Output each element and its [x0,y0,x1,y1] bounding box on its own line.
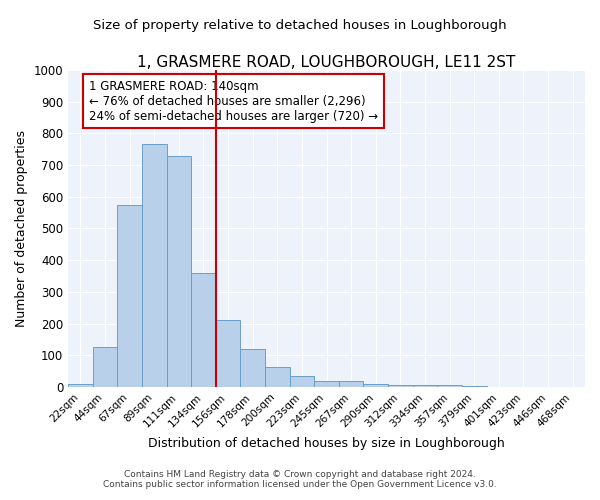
Bar [167,156,191,387]
Bar [68,384,92,387]
Bar [339,380,364,387]
Bar [437,384,462,387]
Bar [388,384,413,387]
Bar [413,384,437,387]
Bar [117,204,142,387]
Bar [92,346,117,387]
Text: Size of property relative to detached houses in Loughborough: Size of property relative to detached ho… [93,20,507,32]
Bar [462,386,487,387]
Bar [265,368,290,387]
Bar [142,144,167,387]
X-axis label: Distribution of detached houses by size in Loughborough: Distribution of detached houses by size … [148,437,505,450]
Bar [290,376,314,387]
Text: 1 GRASMERE ROAD: 140sqm
← 76% of detached houses are smaller (2,296)
24% of semi: 1 GRASMERE ROAD: 140sqm ← 76% of detache… [89,80,378,122]
Bar [241,349,265,387]
Title: 1, GRASMERE ROAD, LOUGHBOROUGH, LE11 2ST: 1, GRASMERE ROAD, LOUGHBOROUGH, LE11 2ST [137,55,516,70]
Y-axis label: Number of detached properties: Number of detached properties [15,130,28,327]
Bar [314,380,339,387]
Bar [191,273,216,387]
Text: Contains HM Land Registry data © Crown copyright and database right 2024.
Contai: Contains HM Land Registry data © Crown c… [103,470,497,489]
Bar [364,384,388,387]
Bar [216,320,241,387]
